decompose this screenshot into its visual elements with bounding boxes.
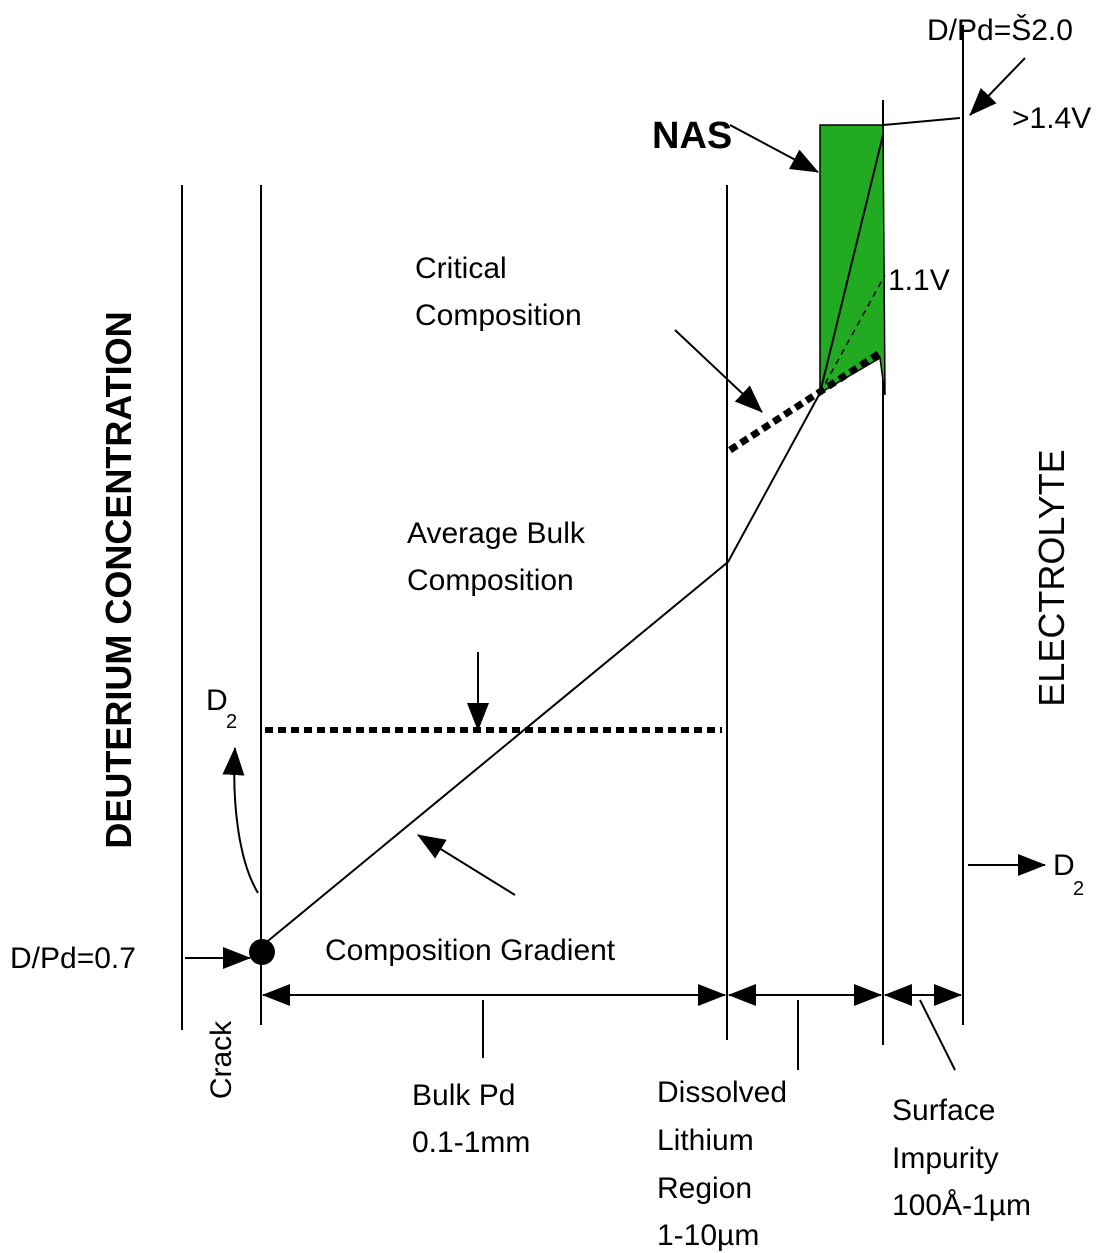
label-line: Impurity [892, 1142, 999, 1175]
crack-label: Crack [205, 1020, 238, 1099]
top-ratio: D/Pd=Š2.0 [927, 13, 1073, 47]
profile-line [819, 134, 884, 394]
label-line: 1-10µm [657, 1219, 759, 1252]
leader-line [919, 999, 956, 1071]
voltage-label: 1.1V [888, 264, 950, 297]
label-line: Composition [407, 564, 574, 597]
composition-gradient-line [262, 392, 821, 946]
critical-composition-line [728, 350, 882, 453]
label-line: Lithium [657, 1124, 754, 1157]
d2-subscript: 2 [1073, 878, 1084, 900]
label-line: Composition [415, 299, 582, 332]
d2-subscript: 2 [226, 711, 237, 733]
d2-symbol: D [206, 684, 228, 717]
axis-label: DEUTERIUM CONCENTRATION [98, 311, 139, 848]
label-line: Dissolved [657, 1076, 787, 1109]
axis-label: ELECTROLYTE [1031, 449, 1072, 706]
crack-point [249, 939, 275, 965]
label-line: Average Bulk [407, 517, 586, 550]
label-line: 0.1-1mm [412, 1126, 530, 1159]
nas-label: NAS [652, 115, 732, 157]
d2-symbol: D [1053, 849, 1075, 882]
label-line: Region [657, 1172, 752, 1205]
arrow [729, 124, 819, 173]
arrow [969, 57, 1026, 116]
arrow [222, 747, 259, 894]
dashed-profile [819, 274, 886, 394]
label-line: 100Å-1µm [892, 1189, 1031, 1222]
arrow [674, 329, 763, 413]
voltage-label: >1.4V [1012, 102, 1091, 135]
gradient-label: Composition Gradient [325, 934, 616, 967]
label-line: Bulk Pd [412, 1079, 515, 1112]
arrow [417, 834, 516, 896]
label-line: Surface [892, 1094, 995, 1127]
label-line: Critical [415, 252, 507, 285]
leader-line [882, 117, 961, 126]
bottom-ratio: D/Pd=0.7 [10, 942, 136, 975]
